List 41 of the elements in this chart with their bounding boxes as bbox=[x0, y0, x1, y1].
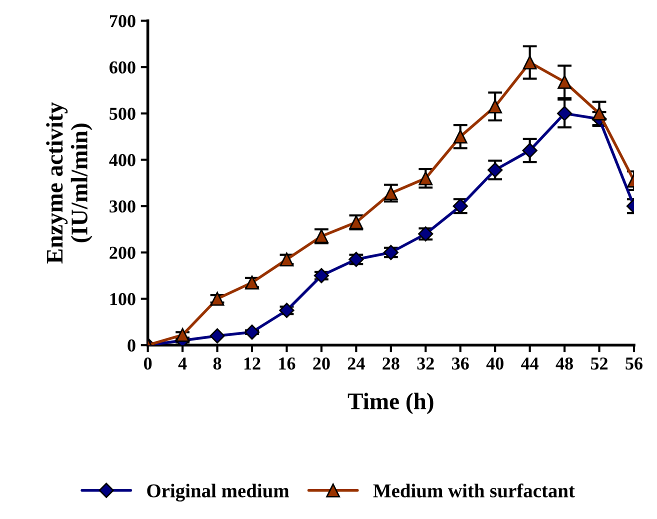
y-tick-label: 200 bbox=[110, 246, 136, 259]
point bbox=[244, 324, 260, 340]
point bbox=[522, 56, 537, 70]
x-tick-label: 40 bbox=[486, 357, 504, 370]
x-tick-label: 20 bbox=[313, 357, 330, 370]
y-tick-label: 100 bbox=[110, 293, 136, 306]
point bbox=[522, 142, 538, 158]
x-tick-label: 32 bbox=[417, 358, 434, 370]
point bbox=[176, 328, 190, 342]
y-tick-label: 500 bbox=[110, 108, 136, 120]
x-tick-label: 24 bbox=[348, 358, 365, 370]
point bbox=[453, 130, 468, 144]
y-tick-label: 700 bbox=[110, 15, 136, 28]
legend-label: Original medium bbox=[147, 484, 290, 502]
x-tick-label: 0 bbox=[144, 357, 152, 370]
point bbox=[314, 268, 330, 284]
point bbox=[556, 106, 572, 122]
y-tick-label: 300 bbox=[110, 200, 136, 213]
x-tick-label: 48 bbox=[556, 357, 573, 370]
x-tick-label: 12 bbox=[244, 358, 260, 370]
y-tick-label: 400 bbox=[109, 154, 136, 166]
y-tick-label: 600 bbox=[110, 61, 136, 74]
x-tick-label: 4 bbox=[178, 358, 187, 370]
point bbox=[558, 74, 572, 89]
y-axis-title: Enzyme activity (IU/ml/min) bbox=[46, 102, 92, 264]
x-tick-label: 52 bbox=[590, 358, 608, 370]
x-tick-label: 8 bbox=[213, 357, 222, 370]
legend-label: Medium with surfactant bbox=[373, 484, 575, 498]
y-tick-label: 0 bbox=[128, 339, 136, 352]
x-tick-label: 16 bbox=[279, 358, 296, 370]
x-tick-label: 28 bbox=[382, 357, 400, 370]
x-axis-title: Time (h) bbox=[348, 392, 434, 414]
x-tick-label: 44 bbox=[521, 358, 539, 370]
point bbox=[210, 328, 225, 344]
point bbox=[592, 106, 606, 120]
x-tick-label: 36 bbox=[452, 358, 469, 370]
point bbox=[279, 302, 294, 318]
point bbox=[488, 100, 502, 114]
point bbox=[418, 171, 433, 186]
point bbox=[210, 292, 224, 306]
x-tick-label: 56 bbox=[626, 358, 643, 370]
